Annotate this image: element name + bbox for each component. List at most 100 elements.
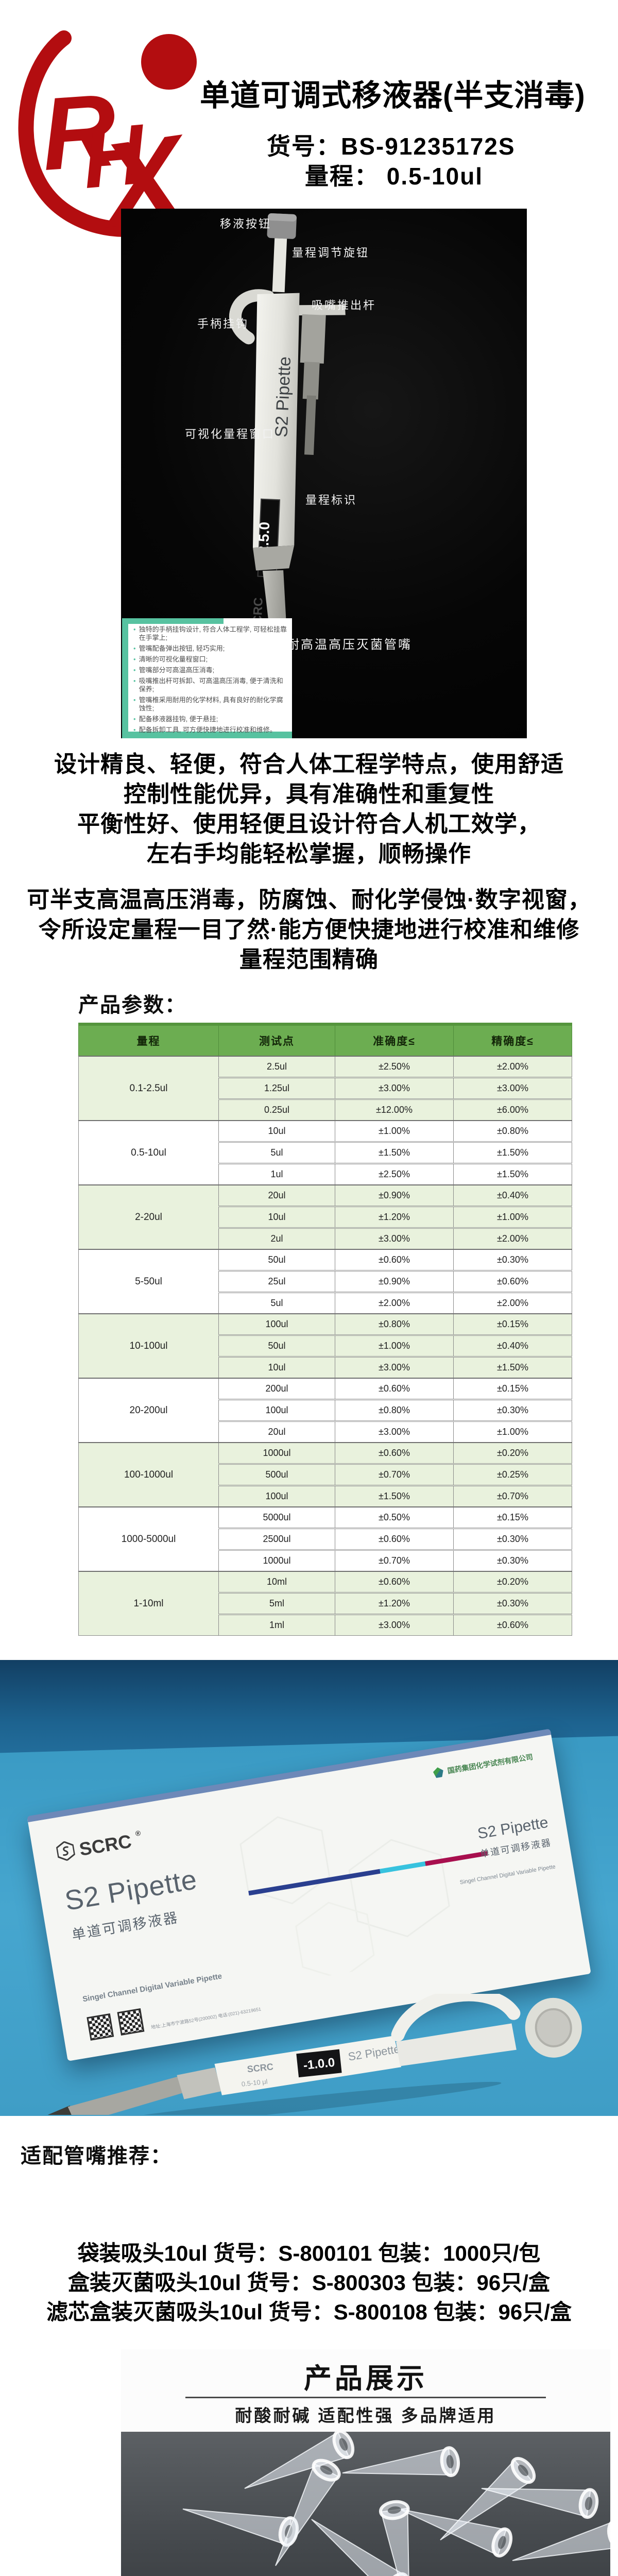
svg-text:0.5-10 μl: 0.5-10 μl xyxy=(241,2078,268,2088)
spec-row: 20-200ul 200ul ±0.60% ±0.15% xyxy=(78,1378,572,1443)
spec-cell: ±0.60% xyxy=(335,1378,454,1400)
spec-cell: ±0.20% xyxy=(453,1442,572,1464)
brand-logo: R H X xyxy=(14,21,205,253)
spec-range-cell: 5-50ul xyxy=(78,1249,219,1314)
spec-row: 5-50ul 50ul ±0.60% ±0.30% xyxy=(78,1249,572,1314)
spec-cell: ±2.00% xyxy=(453,1292,572,1314)
svg-text:S2 Pipette: S2 Pipette xyxy=(271,356,295,437)
spec-cell: ±0.20% xyxy=(453,1571,572,1593)
spec-row: 1000-5000ul 5000ul ±0.50% ±0.15% xyxy=(78,1506,572,1572)
spec-row: 100ul ±0.80% ±0.30% xyxy=(79,1399,572,1421)
spec-cell: 50ul xyxy=(218,1334,335,1357)
spec-cell: 100ul xyxy=(218,1485,335,1507)
spec-cell: 5ml xyxy=(218,1592,335,1615)
spec-cell: ±0.90% xyxy=(335,1184,454,1207)
spec-row: 500ul ±0.70% ±0.25% xyxy=(79,1463,572,1486)
spec-heading: 产品参数： xyxy=(78,994,186,1016)
feature-item: • 配备拆卸工具, 可方便快捷地进行校准和维修。 xyxy=(133,726,288,734)
tip-spec-line: 滤芯盒装灭菌吸头10ul 货号：S-800108 包装：96只/盒 xyxy=(46,2300,572,2324)
spec-row: 25ul ±0.90% ±0.60% xyxy=(79,1270,572,1293)
feature-text: 配备移液器挂钩, 便于悬挂; xyxy=(139,715,218,723)
spec-cell: ±1.50% xyxy=(335,1141,454,1164)
spec-cell: ±6.00% xyxy=(453,1098,572,1121)
spec-row: 1000ul ±0.70% ±0.30% xyxy=(79,1549,572,1572)
spec-cell: ±0.30% xyxy=(453,1528,572,1550)
spec-cell: ±0.30% xyxy=(453,1549,572,1572)
tips-list: 袋装吸头10ul 货号：S-800101 包装：1000只/包 盒装灭菌吸头10u… xyxy=(0,2239,618,2327)
intro-line: 左右手均能轻松掌握，顺畅操作 xyxy=(147,841,471,867)
scrc-hex-icon xyxy=(56,1841,76,1861)
spec-cell: 2ul xyxy=(218,1227,335,1250)
spec-cell: ±1.00% xyxy=(453,1206,572,1228)
feature-text: 独特的手柄挂钩设计, 符合人体工程学, 可轻松挂靠在手掌上; xyxy=(139,625,287,641)
spec-cell: ±1.20% xyxy=(335,1592,454,1615)
label-plunger: 移液按钮 xyxy=(220,217,272,230)
label-knob: 量程调节旋钮 xyxy=(292,246,370,259)
spec-cell: ±3.00% xyxy=(335,1614,454,1636)
feature-item: • 管嘴椎采用耐用的化学材料, 具有良好的耐化学腐蚀性; xyxy=(133,696,288,713)
feature-text: 管嘴部分可高温高压消毒; xyxy=(139,666,215,674)
spec-cell: 1.25ul xyxy=(218,1077,335,1099)
spec-cell: ±0.40% xyxy=(453,1184,572,1207)
spec-cell: ±2.00% xyxy=(335,1292,454,1314)
spec-cell: ±0.70% xyxy=(453,1485,572,1507)
spec-cell: ±3.00% xyxy=(453,1077,572,1099)
spec-cell: ±3.00% xyxy=(335,1420,454,1443)
spec-cell: 5ul xyxy=(218,1292,335,1314)
spec-cell: ±0.30% xyxy=(453,1249,572,1271)
spec-cell: 0.25ul xyxy=(218,1098,335,1121)
spec-cell: ±0.40% xyxy=(453,1334,572,1357)
spec-cell: 5ul xyxy=(218,1141,335,1164)
tips-heading: 适配管嘴推荐： xyxy=(21,2145,172,2167)
feature-item: • 清晰的可视化量程窗口; xyxy=(133,655,288,664)
svg-text:H: H xyxy=(79,106,150,206)
spec-cell: ±1.50% xyxy=(453,1163,572,1185)
hero-product-photo: 2.5.0 S2 Pipette SCRC 0.1-2.5 μl 移液按钮 量程… xyxy=(121,209,527,738)
box-model: S2 Pipette xyxy=(62,1863,200,1917)
box-brand-text: SCRC xyxy=(77,1830,133,1860)
sku-line: 货号：BS-91235172S xyxy=(267,133,516,160)
package-photo: SCRC ® S2 Pipette 单道可调移液器 Singel Channel… xyxy=(0,1660,618,2116)
spec-cell: 2.5ul xyxy=(218,1056,335,1078)
spec-cell: ±0.60% xyxy=(335,1442,454,1464)
intro-line: 令所设定量程一目了然·能方便快捷地进行校准和维修 xyxy=(38,917,580,942)
tips-pile-illustration xyxy=(121,2432,610,2576)
feature-box: • 独特的手柄挂钩设计, 符合人体工程学, 可轻松挂靠在手掌上; • 管嘴配备弹出按钮… xyxy=(122,618,292,738)
spec-range-cell: 0.5-10ul xyxy=(78,1120,219,1185)
spec-row: 100ul ±1.50% ±0.70% xyxy=(79,1485,572,1507)
feature-text: 管嘴椎采用耐用的化学材料, 具有良好的耐化学腐蚀性; xyxy=(139,696,283,712)
spec-cell: ±2.50% xyxy=(335,1163,454,1185)
spec-cell: ±1.50% xyxy=(335,1485,454,1507)
bullet-icon: • xyxy=(133,666,136,674)
feature-text: 吸嘴推出杆可拆卸、可高温高压消毒, 便于清洗和保养; xyxy=(139,677,283,693)
col-precision: 精确度≤ xyxy=(453,1023,572,1057)
spec-cell: ±3.00% xyxy=(335,1356,454,1379)
spec-row: 5ml ±1.20% ±0.30% xyxy=(79,1592,572,1615)
box-side-panel: S2 Pipette 单道可调移液器 Singel Channel Digita… xyxy=(451,1814,556,1886)
col-accuracy: 准确度≤ xyxy=(335,1023,454,1057)
side-model-en: Singel Channel Digital Variable Pipette xyxy=(459,1863,556,1886)
svg-text:-1.0.0: -1.0.0 xyxy=(303,2056,336,2073)
spec-range-cell: 20-200ul xyxy=(78,1378,219,1443)
intro-line: 设计精良、轻便，符合人体工程学特点，使用舒适 xyxy=(54,752,564,777)
spec-cell: 10ul xyxy=(218,1356,335,1379)
svg-text:R: R xyxy=(38,73,120,193)
bullet-icon: • xyxy=(133,726,136,734)
spec-cell: ±2.00% xyxy=(453,1056,572,1078)
spec-cell: 25ul xyxy=(218,1270,335,1293)
spec-cell: ±0.60% xyxy=(335,1571,454,1593)
spec-range-cell: 100-1000ul xyxy=(78,1442,219,1507)
showcase-divider xyxy=(185,2397,546,2398)
spec-cell: 1ml xyxy=(218,1614,335,1636)
spec-row: 100-1000ul 1000ul ±0.60% ±0.20% xyxy=(78,1442,572,1507)
spec-cell: 100ul xyxy=(218,1399,335,1421)
spec-cell: 100ul xyxy=(218,1313,335,1335)
intro-line: 可半支高温高压消毒，防腐蚀、耐化学侵蚀·数字视窗， xyxy=(27,887,591,912)
company-leaf-icon xyxy=(433,1767,444,1778)
range-line: 量程： 0.5-10ul xyxy=(305,163,484,190)
rhx-logo-icon: R H X xyxy=(18,30,197,253)
spec-cell: ±0.50% xyxy=(335,1506,454,1529)
spec-cell: ±1.50% xyxy=(453,1141,572,1164)
package-box: SCRC ® S2 Pipette 单道可调移液器 Singel Channel… xyxy=(27,1728,591,2061)
spec-range-cell: 0.1-2.5ul xyxy=(78,1056,219,1121)
